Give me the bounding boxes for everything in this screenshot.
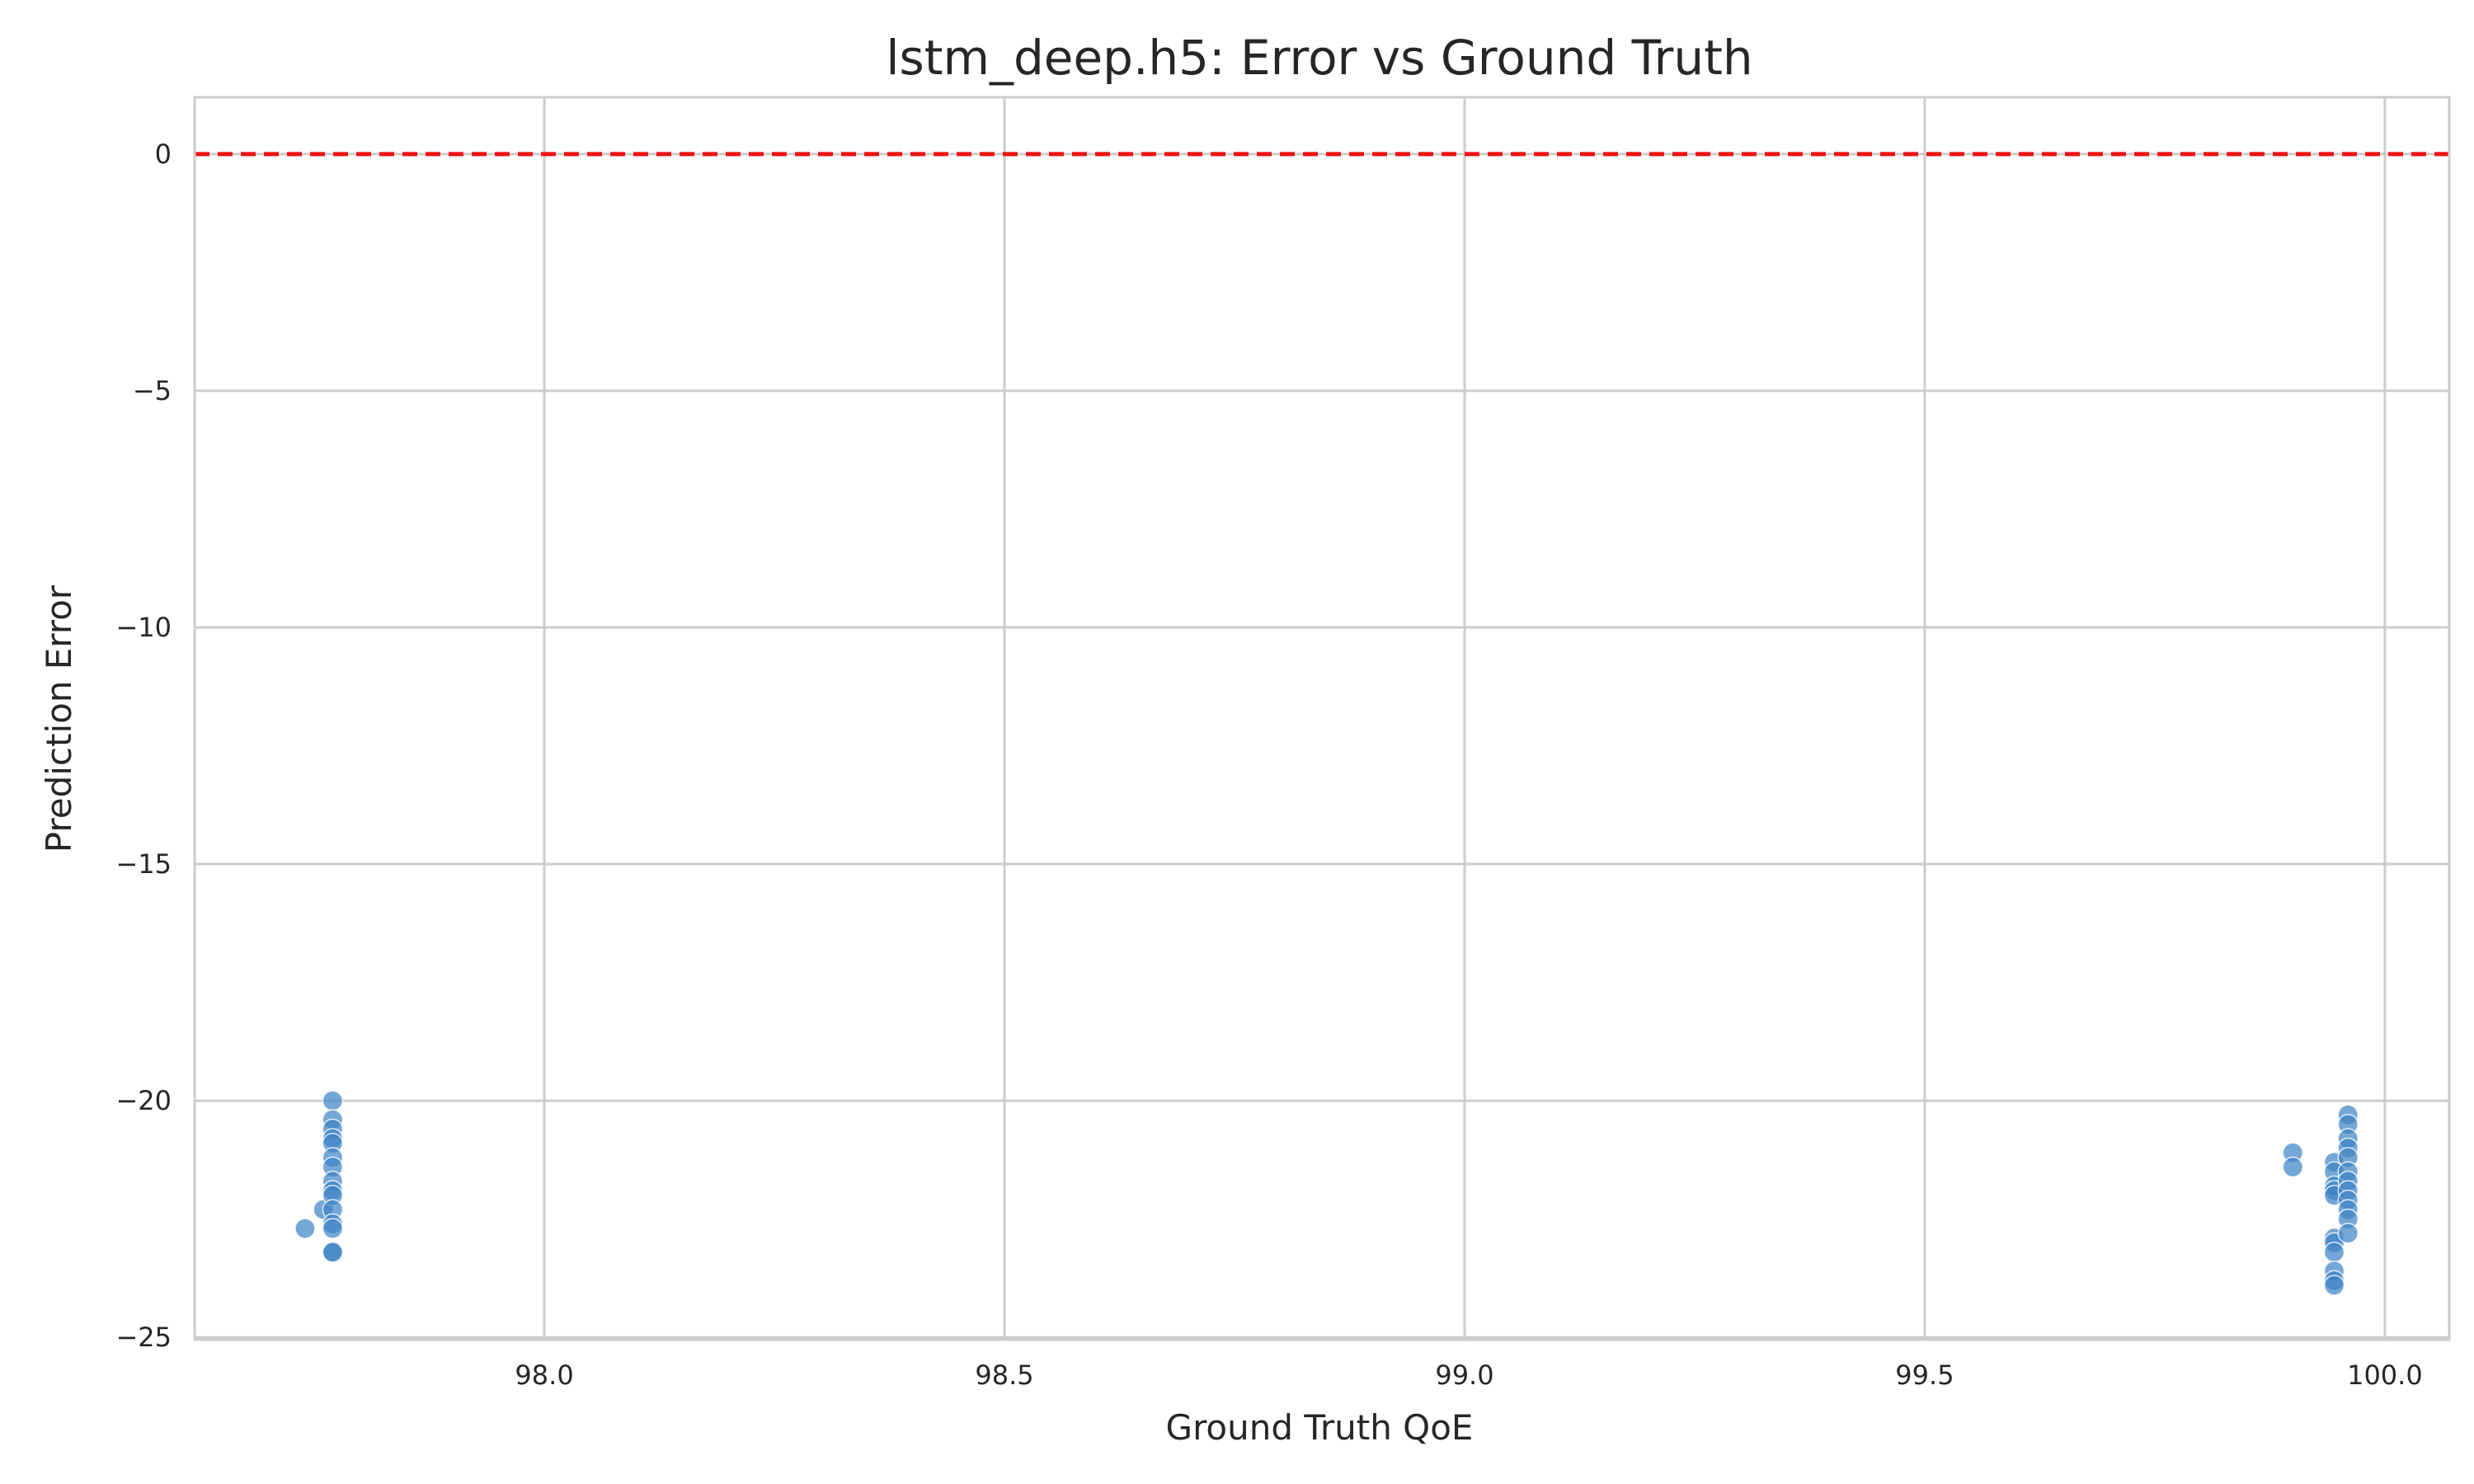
data-point	[2323, 1242, 2345, 1263]
y-axis-label: Prediction Error	[39, 585, 79, 852]
x-tick-label: 98.0	[515, 1360, 573, 1391]
y-tick-label: 0	[155, 139, 172, 170]
data-point	[294, 1218, 316, 1239]
y-tick-label: −15	[115, 848, 172, 880]
x-tick-label: 100.0	[2347, 1360, 2423, 1391]
data-point	[2337, 1223, 2359, 1244]
data-point	[322, 1242, 344, 1263]
y-tick-label: −5	[133, 375, 172, 406]
data-point	[322, 1090, 344, 1111]
data-points	[294, 1090, 2359, 1296]
y-tick-label: −25	[115, 1322, 172, 1353]
y-axis-ticks: 0 −5 −10 −15 −20 −25	[115, 139, 172, 1353]
chart-title: lstm_deep.h5: Error vs Ground Truth	[886, 30, 1752, 86]
y-tick-label: −20	[115, 1085, 172, 1116]
x-axis-label: Ground Truth QoE	[1166, 1407, 1474, 1448]
x-tick-label: 99.5	[1895, 1360, 1954, 1391]
x-tick-label: 99.0	[1435, 1360, 1493, 1391]
x-axis-ticks: 98.0 98.5 99.0 99.5 100.0	[515, 1360, 2422, 1391]
data-point	[2282, 1156, 2304, 1178]
x-tick-label: 98.5	[975, 1360, 1033, 1391]
y-tick-label: −10	[115, 612, 172, 643]
data-point	[322, 1218, 344, 1239]
plot-frame	[193, 96, 2451, 1341]
data-point	[2323, 1275, 2345, 1296]
